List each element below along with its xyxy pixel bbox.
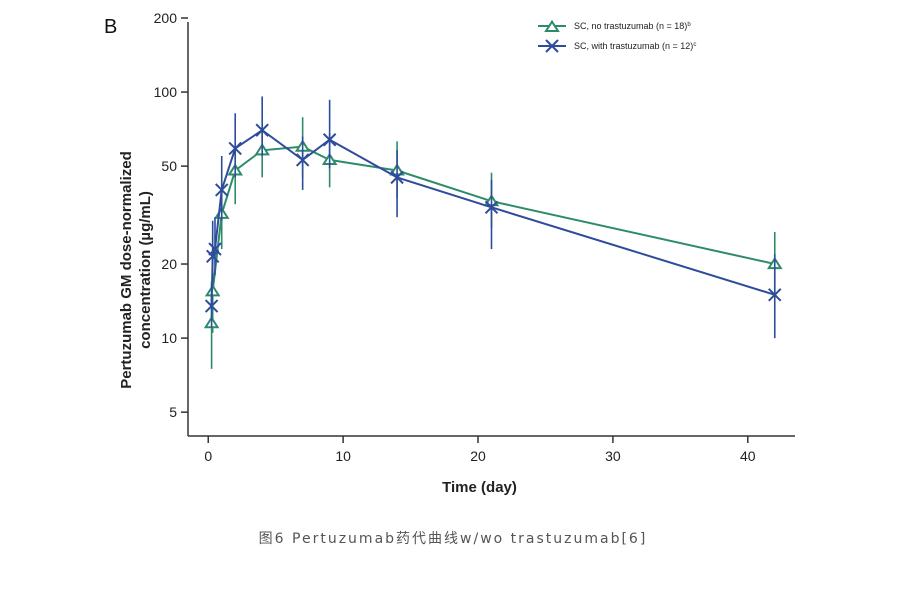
- series-marks: [203, 96, 783, 369]
- x-tick-label: 30: [605, 448, 621, 464]
- legend-superscript: b: [687, 22, 691, 28]
- series-line: [210, 145, 776, 324]
- legend-item: SC, no trastuzumab (n = 18)b: [538, 19, 691, 33]
- y-tick-label: 10: [161, 330, 177, 346]
- legend-label: SC, with trastuzumab (n = 12)c: [574, 41, 696, 51]
- series-1: [203, 117, 783, 369]
- data-point-x: [768, 288, 782, 302]
- y-axis-title-line: Pertuzumab GM dose-normalized: [118, 151, 135, 389]
- y-tick-label: 200: [154, 10, 178, 26]
- x-marker-stroke: [545, 39, 559, 53]
- x-marker-stroke: [255, 123, 269, 137]
- legend: SC, no trastuzumab (n = 18)b SC, with tra…: [538, 19, 696, 53]
- x-marker-stroke: [205, 249, 220, 264]
- figure-caption: 图6 Pertuzumab药代曲线w/wo trastuzumab[6]: [258, 531, 648, 547]
- y-axis-title-line: concentration (µg/mL): [137, 191, 154, 349]
- y-tick-label: 100: [154, 84, 178, 100]
- x-marker-stroke: [484, 200, 499, 215]
- data-point-x: [322, 133, 337, 147]
- data-point-x: [205, 249, 220, 264]
- data-point-x: [215, 183, 229, 197]
- data-point-x: [208, 242, 222, 256]
- x-tick-label: 0: [204, 448, 212, 464]
- data-point-x: [204, 299, 219, 313]
- x-tick-label: 10: [335, 448, 351, 464]
- x-marker-stroke: [295, 153, 310, 167]
- x-marker-stroke: [204, 299, 219, 313]
- y-tick-label: 5: [169, 404, 177, 420]
- y-tick-label: 50: [161, 158, 177, 174]
- data-point-x: [484, 200, 499, 215]
- x-marker-stroke: [228, 141, 242, 156]
- legend-marker-triangle: [544, 19, 560, 33]
- x-marker-stroke: [768, 288, 782, 302]
- panel-label: B: [104, 16, 117, 38]
- y-axis-title: Pertuzumab GM dose-normalized concentrati…: [118, 151, 154, 389]
- data-point-x: [228, 141, 242, 156]
- x-tick-label: 20: [470, 448, 486, 464]
- x-marker-stroke: [322, 133, 337, 147]
- legend-marker-x: [545, 39, 559, 53]
- legend-superscript: c: [693, 42, 696, 48]
- x-axis-title: Time (day): [442, 479, 517, 496]
- series-line: [210, 128, 776, 307]
- legend-label: SC, no trastuzumab (n = 18)b: [574, 21, 691, 31]
- data-point-x: [255, 123, 269, 137]
- data-point-x: [390, 170, 404, 185]
- axes: 5 10 20 50 100 200 0 10 20 30 40 Time (day) Pertuzum…: [118, 10, 795, 496]
- x-marker-stroke: [208, 242, 222, 256]
- x-marker-stroke: [390, 170, 404, 185]
- x-tick-label: 40: [740, 448, 756, 464]
- y-tick-label: 20: [161, 256, 177, 272]
- data-point-x: [295, 153, 310, 167]
- series-2: [204, 96, 782, 339]
- x-marker-stroke: [215, 183, 229, 197]
- legend-item: SC, with trastuzumab (n = 12)c: [538, 39, 696, 53]
